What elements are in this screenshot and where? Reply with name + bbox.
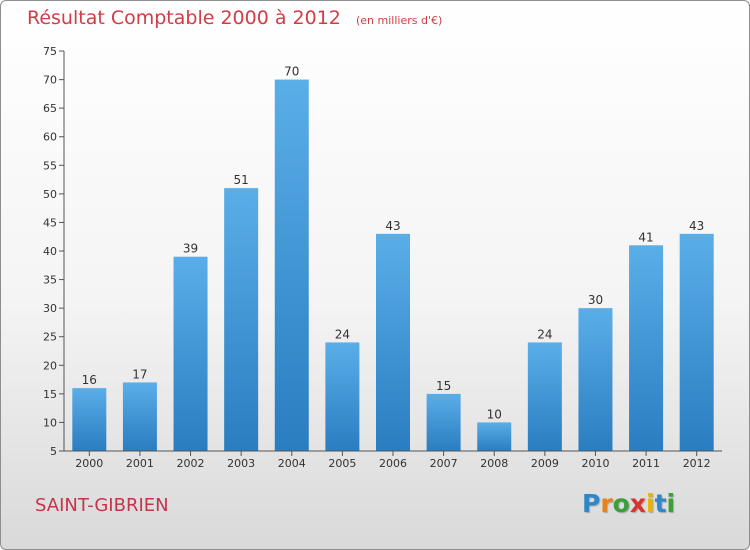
x-tick-label: 2012 — [683, 457, 711, 470]
bar-value-label: 24 — [335, 327, 350, 341]
logo-letter: i — [646, 489, 655, 518]
logo-letter: t — [654, 489, 667, 518]
bar-value-label: 41 — [638, 230, 653, 244]
logo-letter: r — [600, 489, 613, 518]
bar-2010 — [578, 308, 613, 451]
bar-2008 — [477, 422, 512, 451]
y-tick-label: 5 — [50, 445, 57, 458]
bar-value-label: 16 — [82, 373, 97, 387]
y-tick-label: 55 — [43, 159, 57, 172]
y-tick-label: 20 — [43, 359, 57, 372]
logo-letter: P — [582, 489, 601, 518]
bar-2006 — [376, 233, 410, 451]
bar-2001 — [122, 382, 157, 451]
x-tick-label: 2007 — [430, 457, 458, 470]
y-tick-label: 10 — [43, 416, 57, 429]
y-tick-label: 60 — [43, 131, 57, 144]
x-tick-label: 2001 — [126, 457, 154, 470]
y-tick-label: 25 — [43, 331, 57, 344]
bar-2011 — [629, 245, 664, 451]
bar-2003 — [224, 188, 259, 451]
bar-value-label: 39 — [183, 242, 198, 256]
bar-value-label: 43 — [689, 219, 704, 233]
chart-title: Résultat Comptable 2000 à 2012 — [27, 7, 341, 29]
bar-2005 — [325, 342, 360, 451]
logo-letter: i — [666, 489, 676, 518]
bar-value-label: 24 — [537, 327, 552, 341]
bar-value-label: 10 — [487, 407, 502, 421]
y-tick-label: 75 — [43, 45, 57, 58]
bar-2000 — [72, 388, 107, 451]
x-tick-label: 2003 — [227, 457, 255, 470]
bar-2004 — [274, 79, 309, 452]
bar-value-label: 70 — [284, 65, 299, 79]
bar-2002 — [173, 256, 208, 451]
bar-value-label: 30 — [588, 293, 603, 307]
y-tick-label: 70 — [43, 74, 57, 87]
x-tick-label: 2008 — [480, 457, 508, 470]
bar-2009 — [527, 342, 562, 451]
x-axis: 2000 2001 2002 2003 2004 2005 2006 2007 2008 2009… — [64, 450, 722, 470]
chart-title-block: Résultat Comptable 2000 à 2012 (en milli… — [27, 7, 442, 29]
proxiti-logo: Proxiti — [582, 489, 675, 518]
x-tick-label: 2011 — [632, 457, 660, 470]
commune-name: SAINT-GIBRIEN — [35, 495, 169, 516]
bar-2012 — [679, 233, 714, 451]
bar-value-label: 51 — [234, 173, 249, 187]
y-tick-label: 50 — [43, 188, 57, 201]
x-tick-label: 2005 — [328, 457, 356, 470]
x-tick-label: 2010 — [581, 457, 609, 470]
x-tick-label: 2000 — [75, 457, 103, 470]
y-axis: 5 10 15 20 25 30 35 40 45 50 55 60 65 70 75 — [43, 45, 65, 458]
y-tick-label: 45 — [43, 216, 57, 229]
y-tick-label: 15 — [43, 388, 57, 401]
chart-subtitle: (en milliers d'€) — [355, 14, 443, 27]
x-tick-label: 2006 — [379, 457, 407, 470]
bar-value-label: 17 — [132, 367, 147, 381]
y-tick-label: 40 — [43, 245, 57, 258]
logo-letter: x — [629, 489, 646, 518]
x-tick-label: 2009 — [531, 457, 559, 470]
bar-value-label: 43 — [385, 219, 400, 233]
bar-2007 — [426, 393, 461, 451]
bars: 16 17 39 51 70 24 43 15 10 24 30 41 43 — [72, 65, 714, 452]
x-tick-label: 2004 — [278, 457, 306, 470]
bar-value-label: 15 — [436, 379, 451, 393]
y-tick-label: 35 — [43, 274, 57, 287]
y-tick-label: 30 — [43, 302, 57, 315]
x-tick-label: 2002 — [177, 457, 205, 470]
y-tick-label: 65 — [43, 102, 57, 115]
logo-letter: o — [612, 489, 630, 518]
